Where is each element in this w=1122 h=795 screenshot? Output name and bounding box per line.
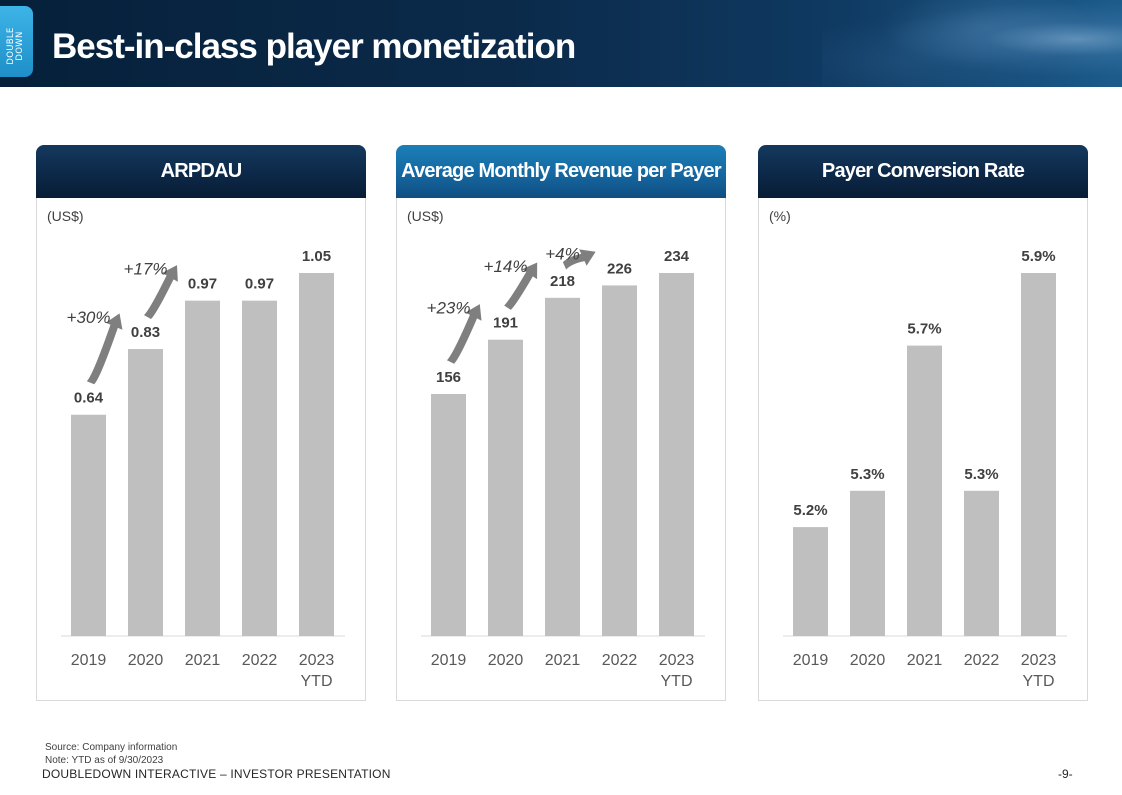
payer-conversion-title: Payer Conversion Rate xyxy=(758,145,1088,198)
growth-arrow-icon xyxy=(446,304,482,364)
growth-arrow-icon xyxy=(144,265,178,320)
data-label: 5.2% xyxy=(793,502,827,519)
data-label: 1.05 xyxy=(302,248,331,265)
revenue-per-payer-title: Average Monthly Revenue per Payer xyxy=(396,145,726,198)
payer-conversion-panel: Payer Conversion Rate (%) 5.2% 2019 5.3% 20… xyxy=(758,145,1088,701)
x-tick-label: 2022 xyxy=(242,652,278,669)
x-tick-label: 2023 xyxy=(299,652,335,669)
data-label: 226 xyxy=(607,260,632,277)
data-label: 0.83 xyxy=(131,324,160,341)
bar-2022 xyxy=(242,300,277,636)
bar-2019 xyxy=(71,414,106,636)
page-title: Best-in-class player monetization xyxy=(52,27,576,66)
data-label: 0.64 xyxy=(74,390,104,407)
data-label: 218 xyxy=(550,273,575,290)
bar-2019 xyxy=(431,394,466,636)
bar-2022 xyxy=(602,285,637,636)
footer-company: DOUBLEDOWN INTERACTIVE – INVESTOR PRESEN… xyxy=(42,767,391,781)
data-label: 0.97 xyxy=(245,276,274,293)
revenue-per-payer-chart: 156 2019 191 2020 218 2021 226 2022 234 2023 YTD +2… xyxy=(421,244,705,690)
bar-2021 xyxy=(185,300,220,636)
growth-annotation: +4% xyxy=(545,244,580,263)
x-tick-label: YTD xyxy=(1023,673,1055,690)
growth-arrow-icon xyxy=(86,313,123,385)
x-tick-label: 2022 xyxy=(602,652,638,669)
bar-2023 xyxy=(1021,273,1056,636)
ytd-note: Note: YTD as of 9/30/2023 xyxy=(45,755,164,766)
growth-annotation: +17% xyxy=(124,260,168,279)
x-tick-label: 2023 xyxy=(1021,652,1057,669)
x-tick-label: YTD xyxy=(301,673,333,690)
bar-2019 xyxy=(793,527,828,636)
source-note: Source: Company information Note: YTD as… xyxy=(45,741,177,767)
logo-text-line2: DOWN xyxy=(15,31,25,61)
bar-2020 xyxy=(128,349,163,636)
x-tick-label: 2019 xyxy=(793,652,829,669)
bar-2023 xyxy=(299,273,334,636)
data-label: 156 xyxy=(436,369,461,386)
growth-arrow-icon xyxy=(504,262,538,310)
x-tick-label: 2021 xyxy=(185,652,221,669)
revenue-per-payer-unit: (US$) xyxy=(407,208,444,224)
bar-2021 xyxy=(907,345,942,636)
doubledown-logo: DOUBLE DOWN xyxy=(0,6,33,77)
data-label: 191 xyxy=(493,315,518,332)
data-label: 5.3% xyxy=(964,466,998,483)
source-text: Source: Company information xyxy=(45,742,178,753)
x-tick-label: YTD xyxy=(661,673,693,690)
growth-annotation: +30% xyxy=(67,308,111,327)
data-label: 0.97 xyxy=(188,276,217,293)
x-tick-label: 2023 xyxy=(659,652,695,669)
bar-2023 xyxy=(659,273,694,636)
x-tick-label: 2021 xyxy=(545,652,581,669)
x-tick-label: 2019 xyxy=(71,652,107,669)
x-tick-label: 2021 xyxy=(907,652,943,669)
data-label: 5.7% xyxy=(907,321,941,338)
x-tick-label: 2022 xyxy=(964,652,1000,669)
x-tick-label: 2020 xyxy=(488,652,524,669)
arpdau-unit: (US$) xyxy=(47,208,84,224)
data-label: 5.9% xyxy=(1021,248,1055,265)
bar-2021 xyxy=(545,297,580,636)
x-tick-label: 2020 xyxy=(128,652,164,669)
arpdau-title: ARPDAU xyxy=(36,145,366,198)
payer-conversion-chart: 5.2% 2019 5.3% 2020 5.7% 2021 5.3% 2022 5.9% 2023… xyxy=(783,248,1067,690)
bar-2020 xyxy=(850,490,885,636)
bar-2020 xyxy=(488,339,523,636)
tiger-artwork xyxy=(822,0,1122,87)
arpdau-chart: 0.64 2019 0.83 2020 0.97 2021 0.97 2022 1.05 2023… xyxy=(61,248,345,690)
growth-arrow-icon xyxy=(562,249,596,270)
data-label: 5.3% xyxy=(850,466,884,483)
payer-conversion-unit: (%) xyxy=(769,208,791,224)
growth-annotation: +14% xyxy=(484,257,528,276)
header-banner: DOUBLE DOWN Best-in-class player monetiz… xyxy=(0,0,1122,87)
x-tick-label: 2020 xyxy=(850,652,886,669)
data-label: 234 xyxy=(664,248,690,265)
arpdau-panel: ARPDAU (US$) 0.64 2019 0.83 2020 0.97 2021 0.9… xyxy=(36,145,366,701)
revenue-per-payer-panel: Average Monthly Revenue per Payer (US$) … xyxy=(396,145,726,701)
x-tick-label: 2019 xyxy=(431,652,467,669)
bar-2022 xyxy=(964,490,999,636)
page-number: -9- xyxy=(1058,767,1073,781)
growth-annotation: +23% xyxy=(427,299,471,318)
